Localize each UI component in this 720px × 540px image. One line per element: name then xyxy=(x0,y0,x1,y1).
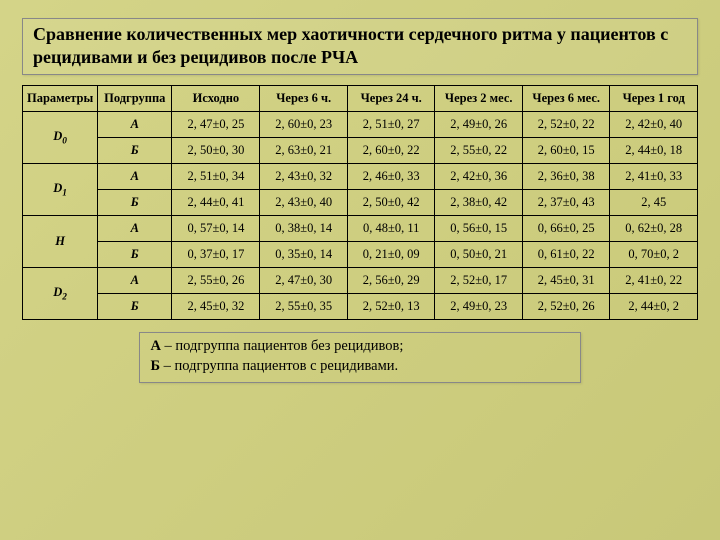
value-cell: 0, 61±0, 22 xyxy=(522,242,610,268)
param-cell: H xyxy=(23,216,98,268)
value-cell: 2, 45 xyxy=(610,190,698,216)
col-t1y: Через 1 год xyxy=(610,86,698,112)
legend-a-text: – подгруппа пациентов без рецидивов; xyxy=(161,338,403,354)
table-row: D1А2, 51±0, 342, 43±0, 322, 46±0, 332, 4… xyxy=(23,164,698,190)
value-cell: 2, 36±0, 38 xyxy=(522,164,610,190)
legend-b-label: Б xyxy=(150,358,160,374)
subgroup-cell: А xyxy=(98,164,172,190)
value-cell: 2, 43±0, 32 xyxy=(260,164,348,190)
legend-b-text: – подгруппа пациентов с рецидивами. xyxy=(160,358,398,374)
value-cell: 2, 63±0, 21 xyxy=(260,138,348,164)
value-cell: 2, 45±0, 31 xyxy=(522,268,610,294)
col-t0: Исходно xyxy=(172,86,260,112)
value-cell: 0, 38±0, 14 xyxy=(260,216,348,242)
legend-a-label: А xyxy=(150,338,160,354)
subgroup-cell: А xyxy=(98,112,172,138)
value-cell: 2, 37±0, 43 xyxy=(522,190,610,216)
param-cell: D2 xyxy=(23,268,98,320)
value-cell: 2, 44±0, 41 xyxy=(172,190,260,216)
value-cell: 0, 66±0, 25 xyxy=(522,216,610,242)
value-cell: 2, 60±0, 22 xyxy=(347,138,435,164)
value-cell: 2, 52±0, 17 xyxy=(435,268,523,294)
value-cell: 2, 52±0, 13 xyxy=(347,294,435,320)
subgroup-cell: Б xyxy=(98,190,172,216)
subgroup-cell: Б xyxy=(98,242,172,268)
value-cell: 0, 56±0, 15 xyxy=(435,216,523,242)
subgroup-cell: А xyxy=(98,268,172,294)
col-t6h: Через 6 ч. xyxy=(260,86,348,112)
value-cell: 0, 48±0, 11 xyxy=(347,216,435,242)
value-cell: 0, 62±0, 28 xyxy=(610,216,698,242)
value-cell: 2, 50±0, 30 xyxy=(172,138,260,164)
value-cell: 2, 42±0, 36 xyxy=(435,164,523,190)
subgroup-cell: Б xyxy=(98,294,172,320)
table-row: Б2, 44±0, 412, 43±0, 402, 50±0, 422, 38±… xyxy=(23,190,698,216)
value-cell: 2, 42±0, 40 xyxy=(610,112,698,138)
value-cell: 2, 45±0, 32 xyxy=(172,294,260,320)
value-cell: 2, 47±0, 25 xyxy=(172,112,260,138)
value-cell: 2, 50±0, 42 xyxy=(347,190,435,216)
col-param: Параметры xyxy=(23,86,98,112)
value-cell: 2, 47±0, 30 xyxy=(260,268,348,294)
table-row: Б2, 50±0, 302, 63±0, 212, 60±0, 222, 55±… xyxy=(23,138,698,164)
table-row: HА0, 57±0, 140, 38±0, 140, 48±0, 110, 56… xyxy=(23,216,698,242)
value-cell: 2, 60±0, 23 xyxy=(260,112,348,138)
value-cell: 2, 41±0, 33 xyxy=(610,164,698,190)
table-row: Б2, 45±0, 322, 55±0, 352, 52±0, 132, 49±… xyxy=(23,294,698,320)
value-cell: 2, 49±0, 23 xyxy=(435,294,523,320)
value-cell: 0, 70±0, 2 xyxy=(610,242,698,268)
value-cell: 2, 43±0, 40 xyxy=(260,190,348,216)
title-box: Сравнение количественных мер хаотичности… xyxy=(22,18,698,75)
value-cell: 2, 52±0, 26 xyxy=(522,294,610,320)
value-cell: 0, 50±0, 21 xyxy=(435,242,523,268)
value-cell: 2, 44±0, 18 xyxy=(610,138,698,164)
table-row: D2А2, 55±0, 262, 47±0, 302, 56±0, 292, 5… xyxy=(23,268,698,294)
value-cell: 2, 44±0, 2 xyxy=(610,294,698,320)
param-cell: D1 xyxy=(23,164,98,216)
value-cell: 2, 55±0, 26 xyxy=(172,268,260,294)
value-cell: 2, 56±0, 29 xyxy=(347,268,435,294)
slide-title: Сравнение количественных мер хаотичности… xyxy=(33,23,687,68)
subgroup-cell: Б xyxy=(98,138,172,164)
value-cell: 2, 55±0, 22 xyxy=(435,138,523,164)
col-t24h: Через 24 ч. xyxy=(347,86,435,112)
value-cell: 0, 21±0, 09 xyxy=(347,242,435,268)
table-row: D0А2, 47±0, 252, 60±0, 232, 51±0, 272, 4… xyxy=(23,112,698,138)
legend-box: А – подгруппа пациентов без рецидивов; Б… xyxy=(139,332,580,383)
value-cell: 2, 38±0, 42 xyxy=(435,190,523,216)
value-cell: 0, 35±0, 14 xyxy=(260,242,348,268)
param-cell: D0 xyxy=(23,112,98,164)
value-cell: 0, 37±0, 17 xyxy=(172,242,260,268)
col-t2m: Через 2 мес. xyxy=(435,86,523,112)
col-subgrp: Подгруппа xyxy=(98,86,172,112)
data-table: Параметры Подгруппа Исходно Через 6 ч. Ч… xyxy=(22,85,698,320)
value-cell: 2, 51±0, 34 xyxy=(172,164,260,190)
value-cell: 2, 51±0, 27 xyxy=(347,112,435,138)
value-cell: 2, 55±0, 35 xyxy=(260,294,348,320)
value-cell: 2, 60±0, 15 xyxy=(522,138,610,164)
value-cell: 0, 57±0, 14 xyxy=(172,216,260,242)
col-t6m: Через 6 мес. xyxy=(522,86,610,112)
value-cell: 2, 41±0, 22 xyxy=(610,268,698,294)
value-cell: 2, 49±0, 26 xyxy=(435,112,523,138)
table-row: Б0, 37±0, 170, 35±0, 140, 21±0, 090, 50±… xyxy=(23,242,698,268)
header-row: Параметры Подгруппа Исходно Через 6 ч. Ч… xyxy=(23,86,698,112)
subgroup-cell: А xyxy=(98,216,172,242)
value-cell: 2, 52±0, 22 xyxy=(522,112,610,138)
value-cell: 2, 46±0, 33 xyxy=(347,164,435,190)
